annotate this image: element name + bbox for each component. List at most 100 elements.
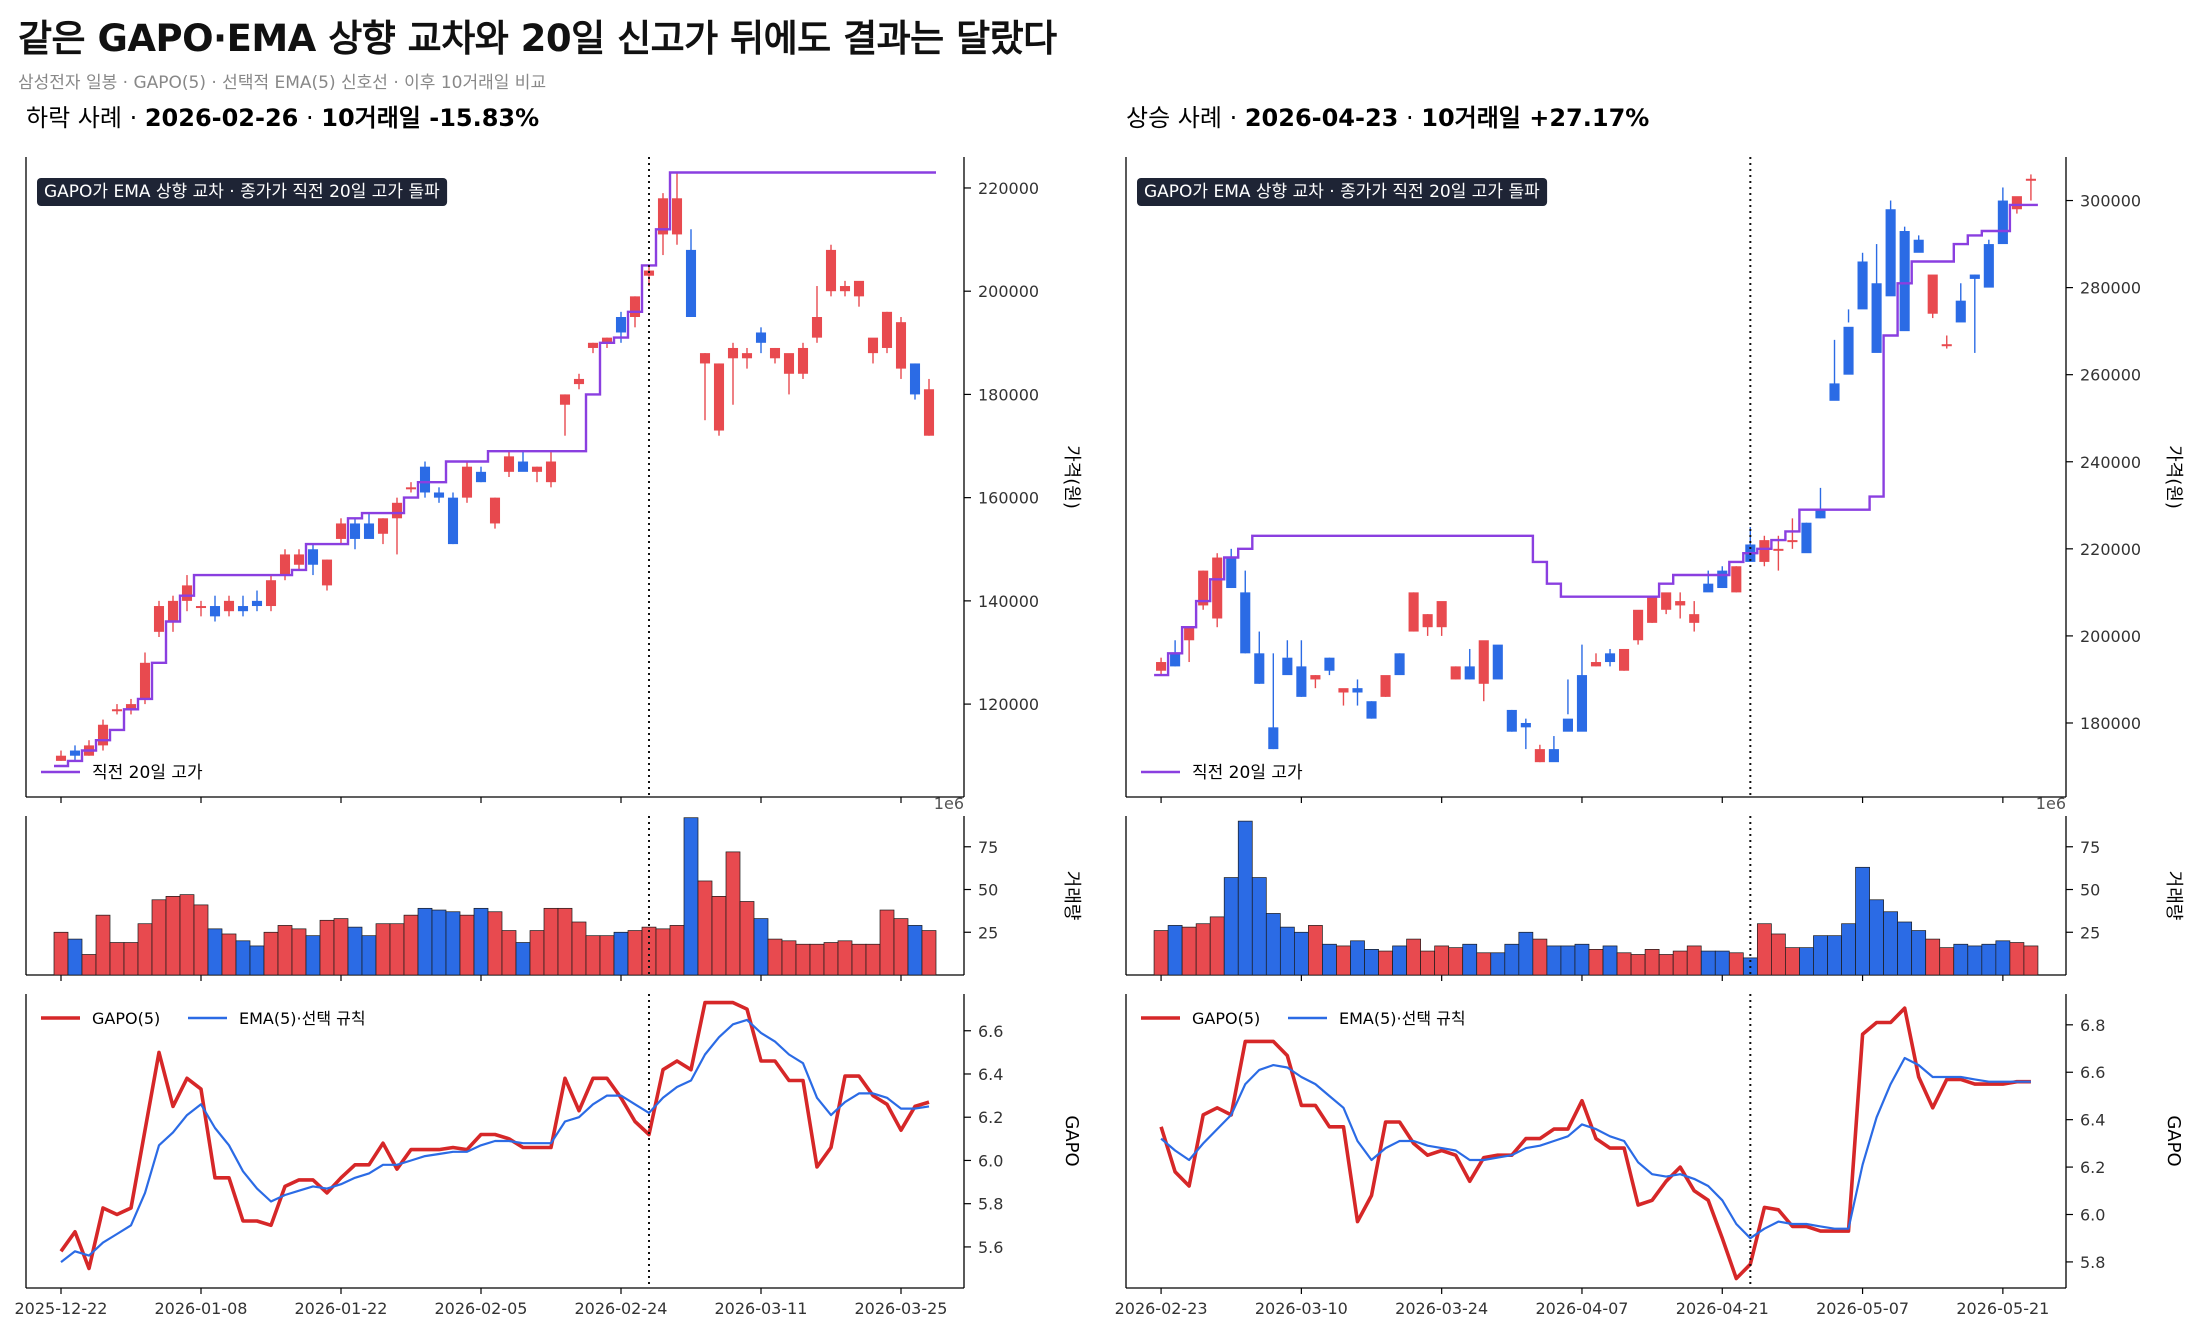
volume-bar [277,925,293,976]
candle-body [1941,344,1952,347]
panel-title-outcome: 10거래일 -15.83% [321,104,539,132]
volume-bar [1953,943,1969,976]
gapo-axis-tick-label: 6.4 [978,1065,1003,1084]
candle-body [811,317,823,338]
candle-body [1254,653,1265,684]
candle-body [1590,662,1602,667]
volume-bar [2009,942,2025,976]
high20-line [1154,203,2038,677]
candle-body [1983,244,1994,288]
volume-axis-label: 거래량 [2163,871,2184,921]
volume-bar [193,904,209,976]
candle-body [671,198,683,235]
volume-bar [1616,952,1632,976]
volume-bar [1406,938,1421,976]
candle-body [1675,601,1686,606]
volume-bar [1841,923,1856,976]
volume-bar [543,907,559,976]
volume-bar [1364,949,1379,976]
candle-body [923,389,935,436]
gapo-axis-tick-label: 5.6 [978,1238,1003,1257]
volume-bar [1855,866,1870,976]
candle-body [125,704,137,710]
volume-bar [1644,949,1660,976]
volume-bar [1350,940,1365,976]
candle-body [475,471,487,483]
candle-body [629,296,641,317]
candle-body [713,363,725,431]
volume-bar [1167,925,1183,976]
signal-badge [37,178,448,206]
volume-axis-label: 거래량 [1061,871,1082,921]
x-tick-label: 2026-03-11 [715,1299,808,1318]
candle-body [1170,653,1181,667]
volume-bar [1658,954,1674,976]
x-tick-label: 2025-12-22 [15,1299,108,1318]
volume-bar [1265,913,1281,976]
candle-body [209,606,221,617]
x-tick-label: 2026-02-23 [1115,1299,1208,1318]
candle-body [251,600,263,607]
candle-body [1759,540,1770,562]
candle-body [1787,540,1798,543]
candle-body [1633,609,1644,641]
gapo-axis-tick-label: 6.0 [2080,1206,2105,1225]
legend-high20-label: 직전 20일 고가 [92,763,203,783]
volume-bar [501,930,517,976]
volume-bar [1518,931,1534,976]
candle-body [461,466,473,498]
volume-bar [1476,952,1492,976]
x-tick-label: 2026-05-07 [1816,1299,1909,1318]
x-tick-label: 2026-01-22 [295,1299,388,1318]
candle-body [1703,583,1714,593]
volume-bar [1981,943,1997,976]
volume-axis-tick-label: 50 [2080,881,2100,900]
volume-bar [585,935,601,976]
candle-body [377,518,389,534]
candle-body [1899,231,1910,332]
candle-body [1268,727,1279,750]
candle-body [517,461,529,472]
volume-bar [473,907,489,976]
volume-bar [165,896,181,976]
volume-bar [1686,945,1702,976]
candle-body [1619,648,1630,671]
panel-title-prefix: 하락 사례 · [26,104,145,132]
gapo-axis-tick-label: 6.2 [2080,1158,2105,1177]
volume-bar [1195,923,1211,976]
candle-body [867,337,879,354]
price-axis-tick-label: 160000 [978,489,1039,508]
volume-bar [1869,899,1884,976]
chart-panel-2: 상승 사례 · 2026-04-23 · 10거래일 +27.17% 180000… [1115,104,2184,1318]
candle-body [1689,614,1700,623]
candle-body [839,286,851,292]
panel-title: 하락 사례 · 2026-02-26 · 10거래일 -15.83% [26,104,539,132]
gapo-axis-tick-label: 5.8 [978,1195,1003,1214]
candle-body [1829,383,1840,401]
volume-bar [263,931,279,976]
gapo-axis-label: GAPO [1061,1115,1082,1166]
volume-bar [179,894,195,976]
candle-body [489,497,501,524]
candle-body [1801,522,1812,554]
candle-body [1296,666,1307,697]
candle-body [1576,675,1588,732]
candle-body [279,554,291,576]
price-offset-label: 1e6 [2036,794,2066,813]
volume-bar [221,933,237,976]
volume-bar [1939,947,1955,976]
volume-axis-tick-label: 25 [2080,923,2100,942]
price-axis-tick-label: 260000 [2080,366,2141,385]
volume-bar [1420,950,1436,976]
candle-body [1338,688,1349,693]
price-axis-tick-label: 140000 [978,592,1039,611]
candle-body [391,502,403,519]
x-tick-label: 2026-02-05 [435,1299,528,1318]
candle-body [139,662,151,699]
candle-body [363,523,375,539]
gapo-axis-label: GAPO [2163,1115,2184,1166]
candle-body [307,549,319,565]
candle-body [1380,675,1391,697]
volume-bar [291,928,307,976]
price-offset-label: 1e6 [934,794,964,813]
